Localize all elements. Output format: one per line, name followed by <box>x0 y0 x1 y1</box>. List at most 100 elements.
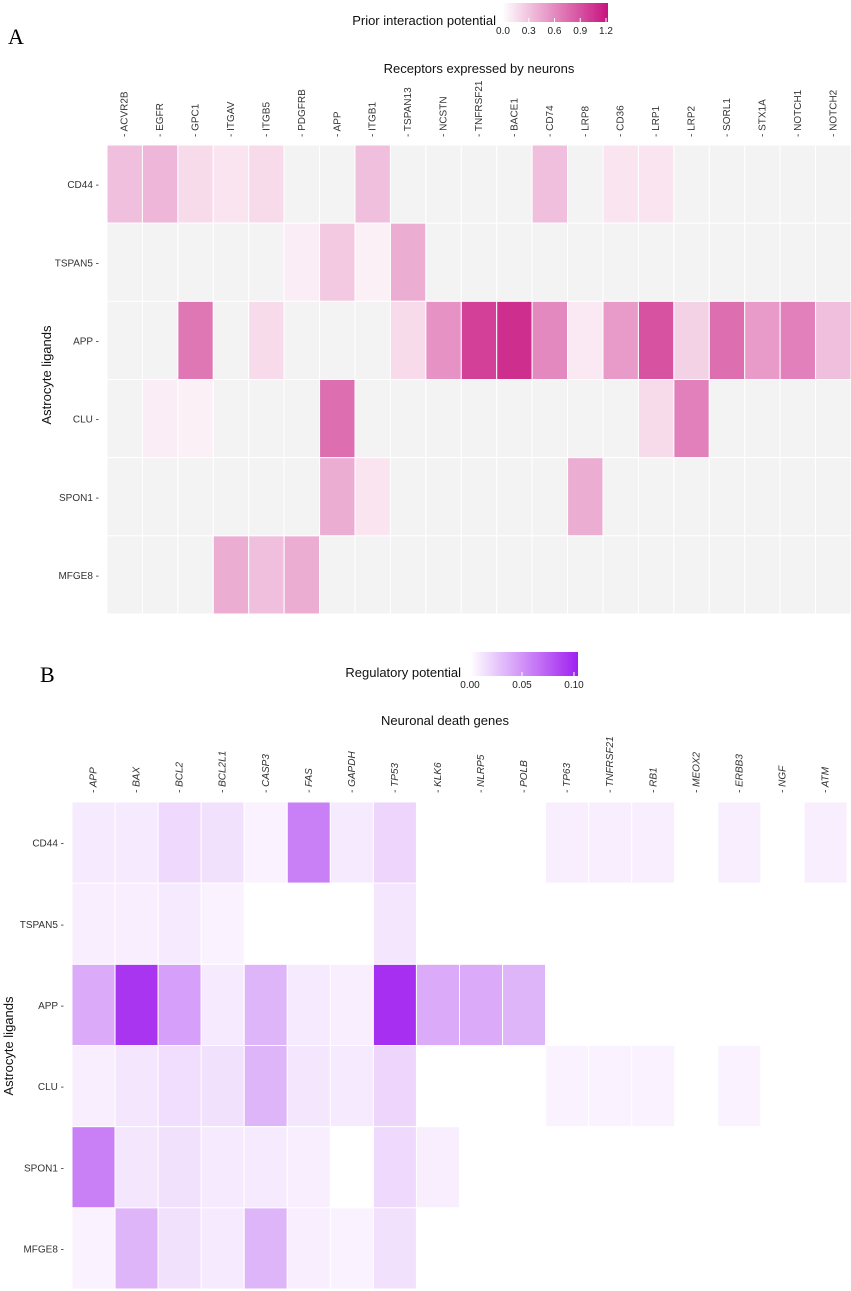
heatmap-cell <box>674 1207 719 1290</box>
heatmap-cell <box>531 144 569 224</box>
heatmap-cell <box>496 144 533 224</box>
heatmap-cell <box>389 379 427 459</box>
heatmap-cell <box>502 1126 547 1209</box>
heatmap-cell <box>460 300 498 380</box>
heatmap-cell <box>141 535 179 615</box>
heatmap-cell <box>415 1207 461 1290</box>
heatmap-cell <box>141 144 179 224</box>
column-label: - TNFRSF21 <box>474 80 485 137</box>
heatmap-cell <box>114 963 159 1047</box>
heatmap-cell <box>212 300 250 380</box>
heatmap-cell <box>760 1126 805 1209</box>
heatmap-cell <box>106 300 143 380</box>
heatmap-cell <box>212 144 250 224</box>
row-label: CD44 - <box>67 180 99 191</box>
heatmap-cell <box>157 1126 202 1209</box>
heatmap-cell <box>283 222 321 302</box>
heatmap-cell <box>286 1126 331 1209</box>
heatmap-cell <box>760 1045 805 1128</box>
heatmap-cell <box>760 801 805 884</box>
heatmap-cell <box>283 144 321 224</box>
column-label: - APP <box>89 767 100 793</box>
legend-tick-label: 0.0 <box>496 26 510 37</box>
heatmap-cell <box>708 144 746 224</box>
heatmap-cell <box>459 882 504 965</box>
heatmap-cell <box>674 801 719 884</box>
heatmap-cell <box>673 144 710 224</box>
column-label: - CD36 <box>616 105 627 137</box>
heatmap-cell <box>114 801 159 884</box>
heatmap-cell <box>243 801 288 884</box>
heatmap-cell <box>531 300 569 380</box>
heatmap-cell <box>415 801 461 884</box>
heatmap-cell <box>602 535 639 615</box>
heatmap-cell <box>531 535 569 615</box>
heatmap-cell <box>631 882 676 965</box>
heatmap-cell <box>106 222 143 302</box>
panel-b-heatmap: - APP - BAX - BCL2 - BCL2L1 - CASP3 - FAS - GA… <box>20 736 848 1290</box>
heatmap-cell <box>637 535 675 615</box>
heatmap-cell <box>815 300 851 380</box>
heatmap-cell <box>631 1126 676 1209</box>
heatmap-cell <box>744 222 781 302</box>
heatmap-cell <box>372 963 417 1047</box>
heatmap-cell <box>496 300 533 380</box>
column-label: - ERBB3 <box>734 754 745 793</box>
heatmap-cell <box>243 1126 288 1209</box>
panel-b-y-title: Astrocyte ligands <box>1 996 16 1095</box>
column-label: - SORL1 <box>722 98 733 137</box>
column-label: - EGFR <box>155 103 166 137</box>
heatmap-cell <box>372 1126 417 1209</box>
heatmap-cell <box>415 1045 461 1128</box>
row-label: SPON1 - <box>24 1163 64 1174</box>
heatmap-cell <box>760 963 805 1047</box>
heatmap-cell <box>708 300 746 380</box>
heatmap-cell <box>354 457 391 537</box>
column-label: - NOTCH1 <box>793 89 804 137</box>
heatmap-cell <box>283 457 321 537</box>
heatmap-cell <box>673 535 710 615</box>
row-label: CLU - <box>73 415 99 426</box>
row-label: TSPAN5 - <box>20 920 64 931</box>
heatmap-cell <box>531 222 569 302</box>
heatmap-cell <box>496 535 533 615</box>
heatmap-cell <box>200 963 245 1047</box>
column-label: - GPC1 <box>191 103 202 137</box>
heatmap-cell <box>496 457 533 537</box>
heatmap-cell <box>425 457 462 537</box>
heatmap-cell <box>212 457 250 537</box>
heatmap-cell <box>815 379 851 459</box>
heatmap-cell <box>717 963 762 1047</box>
heatmap-cell <box>157 1207 202 1290</box>
legend-tick-label: 0.05 <box>512 680 532 691</box>
heatmap-cell <box>602 300 639 380</box>
column-label: - STX1A <box>757 99 768 137</box>
heatmap-cell <box>141 379 179 459</box>
heatmap-cell <box>779 535 817 615</box>
heatmap-cell <box>114 1126 159 1209</box>
row-label: CD44 - <box>32 839 64 850</box>
heatmap-cell <box>248 222 285 302</box>
heatmap-cell <box>329 1126 374 1209</box>
column-label: - KLK6 <box>433 762 444 793</box>
heatmap-cell <box>803 963 848 1047</box>
heatmap-cell <box>286 882 331 965</box>
heatmap-cell <box>744 300 781 380</box>
column-label: - CD74 <box>545 105 556 137</box>
heatmap-cell <box>177 300 214 380</box>
heatmap-cell <box>141 457 179 537</box>
heatmap-cell <box>157 963 202 1047</box>
heatmap-cell <box>588 801 633 884</box>
heatmap-cell <box>567 457 604 537</box>
legend-tick-label: 0.6 <box>548 26 562 37</box>
heatmap-cell <box>106 535 143 615</box>
column-label: - TSPAN13 <box>403 87 414 137</box>
heatmap-cell <box>744 144 781 224</box>
heatmap-cell <box>283 379 321 459</box>
heatmap-cell <box>674 963 719 1047</box>
heatmap-cell <box>200 1207 245 1290</box>
heatmap-cell <box>708 379 746 459</box>
column-label: - NOTCH2 <box>828 89 839 137</box>
heatmap-cell <box>372 882 417 965</box>
